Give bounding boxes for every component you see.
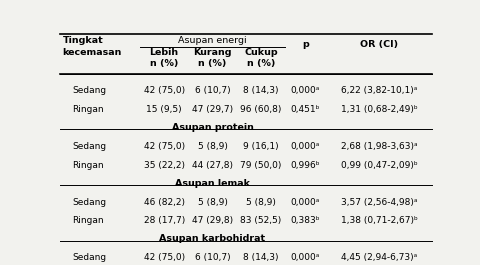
Text: Sedang: Sedang bbox=[72, 86, 106, 95]
Text: 8 (14,3): 8 (14,3) bbox=[243, 86, 278, 95]
Text: Ringan: Ringan bbox=[72, 105, 104, 114]
Text: 0,383ᵇ: 0,383ᵇ bbox=[291, 216, 320, 225]
Text: Asupan karbohidrat: Asupan karbohidrat bbox=[159, 234, 265, 243]
Text: 0,996ᵇ: 0,996ᵇ bbox=[291, 161, 320, 170]
Text: Ringan: Ringan bbox=[72, 216, 104, 225]
Text: 0,000ᵃ: 0,000ᵃ bbox=[291, 86, 320, 95]
Text: Tingkat: Tingkat bbox=[62, 36, 103, 45]
Text: OR (CI): OR (CI) bbox=[360, 39, 398, 48]
Text: 0,451ᵇ: 0,451ᵇ bbox=[291, 105, 320, 114]
Text: 3,57 (2,56-4,98)ᵃ: 3,57 (2,56-4,98)ᵃ bbox=[341, 198, 417, 207]
Text: 1,31 (0,68-2,49)ᵇ: 1,31 (0,68-2,49)ᵇ bbox=[341, 105, 418, 114]
Text: Sedang: Sedang bbox=[72, 142, 106, 151]
Text: 83 (52,5): 83 (52,5) bbox=[240, 216, 281, 225]
Text: Sedang: Sedang bbox=[72, 253, 106, 262]
Text: Lebih: Lebih bbox=[150, 48, 179, 57]
Text: 5 (8,9): 5 (8,9) bbox=[246, 198, 276, 207]
Text: 5 (8,9): 5 (8,9) bbox=[198, 142, 228, 151]
Text: Sedang: Sedang bbox=[72, 198, 106, 207]
Text: Asupan protein: Asupan protein bbox=[171, 123, 253, 132]
Text: 79 (50,0): 79 (50,0) bbox=[240, 161, 282, 170]
Text: 42 (75,0): 42 (75,0) bbox=[144, 253, 185, 262]
Text: 44 (27,8): 44 (27,8) bbox=[192, 161, 233, 170]
Text: n (%): n (%) bbox=[198, 59, 227, 68]
Text: 6,22 (3,82-10,1)ᵃ: 6,22 (3,82-10,1)ᵃ bbox=[341, 86, 417, 95]
Text: Asupan lemak: Asupan lemak bbox=[175, 179, 250, 188]
Text: 9 (16,1): 9 (16,1) bbox=[243, 142, 279, 151]
Text: 6 (10,7): 6 (10,7) bbox=[195, 253, 230, 262]
Text: p: p bbox=[302, 39, 309, 48]
Text: Kurang: Kurang bbox=[193, 48, 232, 57]
Text: 47 (29,7): 47 (29,7) bbox=[192, 105, 233, 114]
Text: 1,38 (0,71-2,67)ᵇ: 1,38 (0,71-2,67)ᵇ bbox=[340, 216, 418, 225]
Text: 0,000ᵃ: 0,000ᵃ bbox=[291, 253, 320, 262]
Text: 42 (75,0): 42 (75,0) bbox=[144, 86, 185, 95]
Text: 15 (9,5): 15 (9,5) bbox=[146, 105, 182, 114]
Text: n (%): n (%) bbox=[150, 59, 179, 68]
Text: 96 (60,8): 96 (60,8) bbox=[240, 105, 282, 114]
Text: 0,000ᵃ: 0,000ᵃ bbox=[291, 198, 320, 207]
Text: 0,000ᵃ: 0,000ᵃ bbox=[291, 142, 320, 151]
Text: 5 (8,9): 5 (8,9) bbox=[198, 198, 228, 207]
Text: 42 (75,0): 42 (75,0) bbox=[144, 142, 185, 151]
Text: 4,45 (2,94-6,73)ᵃ: 4,45 (2,94-6,73)ᵃ bbox=[341, 253, 417, 262]
Text: 2,68 (1,98-3,63)ᵃ: 2,68 (1,98-3,63)ᵃ bbox=[341, 142, 417, 151]
Text: 28 (17,7): 28 (17,7) bbox=[144, 216, 185, 225]
Text: 8 (14,3): 8 (14,3) bbox=[243, 253, 278, 262]
Text: 35 (22,2): 35 (22,2) bbox=[144, 161, 185, 170]
Text: Asupan energi: Asupan energi bbox=[178, 36, 247, 45]
Text: 47 (29,8): 47 (29,8) bbox=[192, 216, 233, 225]
Text: 6 (10,7): 6 (10,7) bbox=[195, 86, 230, 95]
Text: Cukup: Cukup bbox=[244, 48, 278, 57]
Text: kecemasan: kecemasan bbox=[62, 48, 122, 57]
Text: n (%): n (%) bbox=[247, 59, 275, 68]
Text: 46 (82,2): 46 (82,2) bbox=[144, 198, 185, 207]
Text: 0,99 (0,47-2,09)ᵇ: 0,99 (0,47-2,09)ᵇ bbox=[341, 161, 418, 170]
Text: Ringan: Ringan bbox=[72, 161, 104, 170]
